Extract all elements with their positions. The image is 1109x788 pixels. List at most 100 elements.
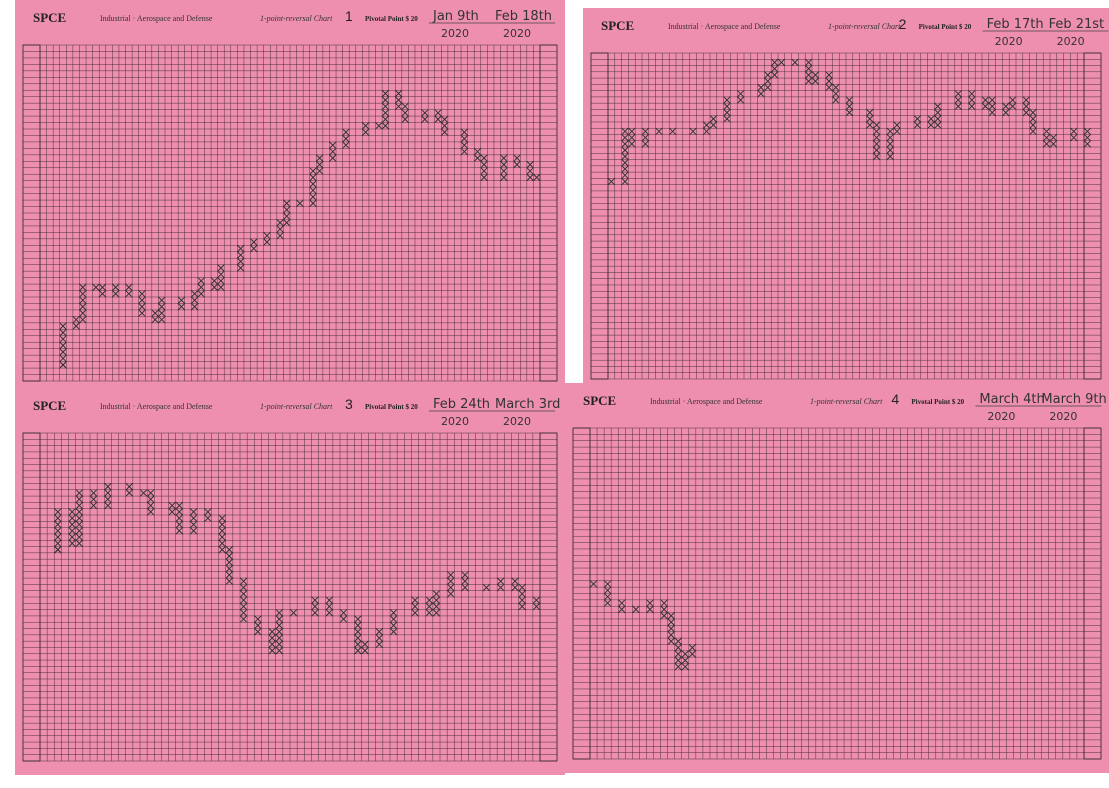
x-mark xyxy=(98,283,107,292)
x-mark xyxy=(763,77,772,86)
x-mark xyxy=(886,133,895,142)
x-mark xyxy=(289,608,298,617)
chart-kind: 1-point-reversal Chart xyxy=(828,22,901,31)
x-mark xyxy=(621,146,629,154)
x-mark xyxy=(1022,102,1031,111)
x-mark xyxy=(499,154,508,162)
x-mark xyxy=(218,545,226,554)
x-mark xyxy=(872,127,881,136)
x-mark xyxy=(98,289,107,298)
x-mark xyxy=(342,128,350,137)
start-year: 2020 xyxy=(995,35,1023,48)
x-mark xyxy=(1029,121,1037,129)
x-mark xyxy=(236,244,245,253)
x-mark xyxy=(275,640,284,649)
x-mark xyxy=(954,96,963,104)
start-date: Feb 17th xyxy=(987,17,1044,32)
x-mark xyxy=(217,264,225,272)
x-mark xyxy=(75,495,84,504)
end-year: 2020 xyxy=(1057,35,1085,48)
x-mark xyxy=(309,167,317,175)
x-mark xyxy=(674,643,683,652)
x-mark xyxy=(309,186,317,195)
x-mark xyxy=(440,115,449,124)
x-mark xyxy=(621,127,629,136)
x-mark xyxy=(460,147,469,156)
x-mark xyxy=(933,108,942,117)
x-mark xyxy=(988,96,997,104)
x-mark xyxy=(104,495,112,504)
x-mark xyxy=(225,552,234,560)
x-mark xyxy=(511,577,519,586)
x-mark xyxy=(646,605,654,614)
x-mark xyxy=(660,611,668,620)
x-mark xyxy=(89,501,98,510)
x-mark xyxy=(239,608,248,617)
x-mark xyxy=(328,147,337,156)
sheet-number: 4 xyxy=(891,391,899,407)
x-mark xyxy=(632,605,640,614)
x-mark xyxy=(988,108,997,117)
x-mark xyxy=(518,583,526,592)
x-mark xyxy=(804,64,813,73)
x-mark xyxy=(831,83,840,92)
x-mark xyxy=(770,71,779,79)
start-date: Jan 9th xyxy=(432,9,479,24)
x-mark xyxy=(75,501,84,510)
x-mark xyxy=(736,96,745,104)
x-mark xyxy=(389,621,398,630)
x-mark xyxy=(446,571,455,579)
x-mark xyxy=(621,133,629,142)
x-mark xyxy=(325,596,334,604)
x-mark xyxy=(434,108,442,117)
x-mark xyxy=(681,650,690,658)
x-mark xyxy=(78,289,87,298)
x-mark xyxy=(674,656,683,665)
x-mark xyxy=(667,618,676,626)
start-year: 2020 xyxy=(441,415,469,428)
x-mark xyxy=(75,508,84,516)
x-mark xyxy=(236,257,245,266)
grid xyxy=(591,52,1101,380)
x-mark xyxy=(603,592,612,601)
x-mark xyxy=(526,173,535,182)
x-mark xyxy=(225,577,234,586)
x-mark xyxy=(723,102,731,111)
x-mark xyxy=(168,508,176,516)
ticker: SPCE xyxy=(33,398,66,413)
x-mark xyxy=(361,128,370,137)
x-mark xyxy=(446,590,455,598)
x-mark xyxy=(189,520,198,529)
x-mark xyxy=(89,495,98,504)
start-date: Feb 24th xyxy=(433,397,490,412)
x-mark xyxy=(138,289,146,298)
x-mark xyxy=(607,177,616,186)
x-mark xyxy=(282,212,291,221)
x-mark xyxy=(804,77,813,86)
x-mark xyxy=(389,627,398,636)
x-mark xyxy=(886,152,895,161)
x-mark xyxy=(175,526,184,535)
x-mark xyxy=(54,520,62,529)
x-mark xyxy=(736,89,745,98)
x-mark xyxy=(375,627,384,636)
x-mark xyxy=(688,643,697,652)
x-mark xyxy=(913,115,922,123)
x-mark xyxy=(425,602,434,611)
x-mark xyxy=(496,583,505,592)
x-mark xyxy=(621,171,629,180)
x-mark xyxy=(440,128,449,137)
x-mark xyxy=(1042,140,1051,148)
x-mark xyxy=(381,121,390,130)
x-mark xyxy=(480,167,488,175)
x-mark xyxy=(204,514,212,522)
x-mark xyxy=(1069,133,1078,142)
end-year: 2020 xyxy=(503,415,531,428)
x-mark xyxy=(723,96,731,104)
x-mark xyxy=(425,596,434,604)
x-mark xyxy=(589,580,598,588)
x-mark xyxy=(641,127,650,136)
x-mark xyxy=(532,596,541,604)
x-mark xyxy=(168,501,176,510)
x-mark xyxy=(157,296,166,305)
